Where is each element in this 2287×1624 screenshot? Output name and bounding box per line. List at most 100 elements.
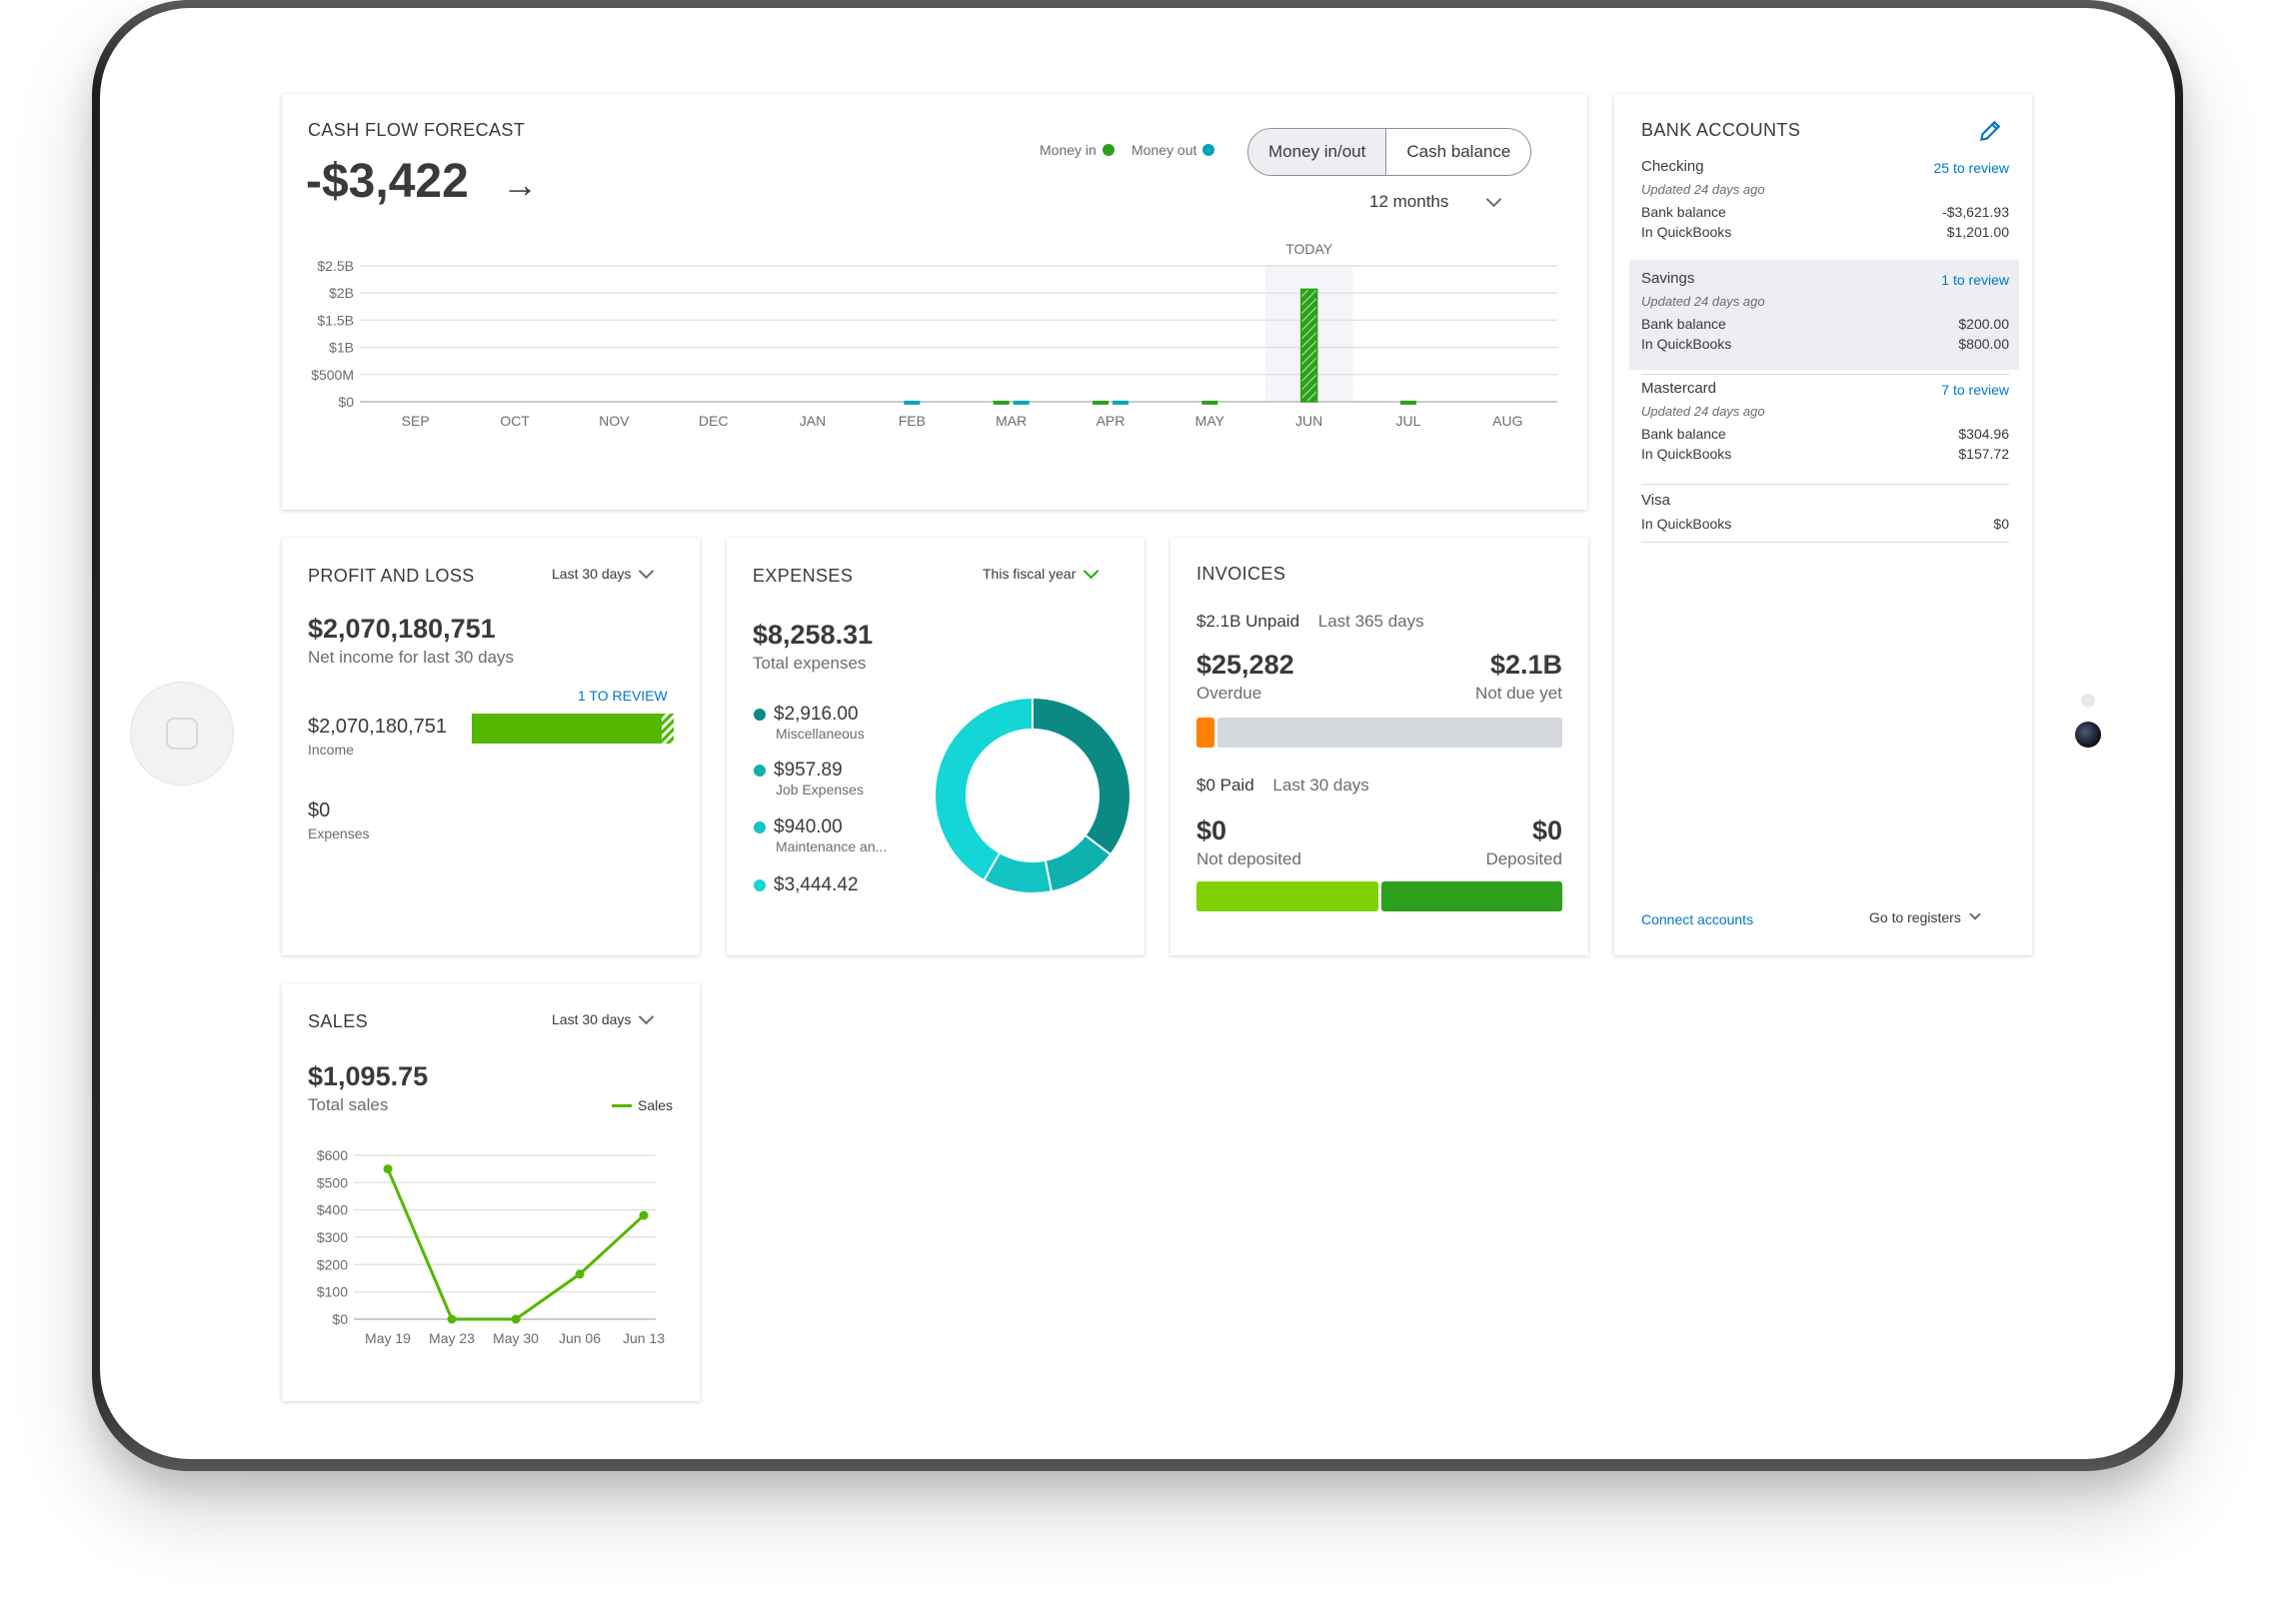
- sales-point[interactable]: [511, 1314, 521, 1324]
- expense-amount-text: $957.89: [774, 760, 843, 781]
- bank-account-savings[interactable]: Savings 1 to review Updated 24 days ago Ban…: [1641, 270, 2009, 370]
- donut-slice[interactable]: [1032, 696, 1132, 856]
- paid-summary: $0 Paid Last 30 days: [1196, 776, 1369, 796]
- expenses-range-dropdown[interactable]: This fiscal year: [983, 563, 1100, 582]
- sales-line-chart: $0 $100 $200 $300 $400 $500 $600 May 19 May 23 Ma…: [317, 1147, 665, 1346]
- bank-balance-value: -$3,621.93: [1942, 204, 2009, 220]
- sales-point[interactable]: [447, 1314, 457, 1324]
- invoices-card: INVOICES $2.1B Unpaid Last 365 days $25,…: [1170, 538, 1588, 955]
- income-bar[interactable]: [472, 714, 662, 744]
- bank-accounts-title: BANK ACCOUNTS: [1641, 120, 1801, 140]
- legend-money-in-label: Money in: [1040, 142, 1097, 158]
- bank-account-visa[interactable]: Visa In QuickBooks $0: [1641, 492, 2009, 592]
- unpaid-bar[interactable]: [1196, 718, 1562, 748]
- bank-accounts-card: [1614, 94, 2032, 955]
- bank-row-divider: [1641, 374, 2009, 375]
- pnl-range-label: Last 30 days: [552, 566, 632, 582]
- net-income-label: Net income for last 30 days: [308, 648, 514, 667]
- money-in-bar[interactable]: [1299, 288, 1318, 403]
- not-due-bar-segment[interactable]: [1217, 718, 1562, 748]
- quickbooks-value: $0: [1993, 516, 2009, 532]
- money-in-bar[interactable]: [1093, 400, 1109, 405]
- overdue-label: Overdue: [1196, 684, 1262, 703]
- review-link[interactable]: 1 TO REVIEW: [578, 688, 668, 704]
- sales-point[interactable]: [575, 1269, 585, 1279]
- expense-legend-item[interactable]: $3,444.42: [754, 874, 859, 896]
- cash-flow-amount[interactable]: -$3,422: [306, 155, 469, 208]
- chevron-down-icon: [1969, 908, 1981, 920]
- money-in-out-tab[interactable]: Money in/out: [1248, 129, 1387, 175]
- go-to-registers-label: Go to registers: [1869, 909, 1961, 925]
- x-tick-label: FEB: [899, 413, 926, 429]
- expense-dot-icon: [754, 821, 766, 833]
- review-link[interactable]: 25 to review: [1933, 160, 2009, 176]
- y-tick-label: $200: [317, 1256, 348, 1272]
- sales-line: [386, 1168, 646, 1321]
- money-out-bar[interactable]: [904, 400, 921, 405]
- quickbooks-label: In QuickBooks: [1641, 446, 1732, 462]
- bank-account-mastercard[interactable]: Mastercard 7 to review Updated 24 days ago…: [1641, 380, 2009, 480]
- y-tick-label: $2B: [329, 285, 354, 301]
- sales-range-dropdown[interactable]: Last 30 days: [552, 1008, 655, 1027]
- account-name: Mastercard: [1641, 380, 1717, 397]
- y-tick-label: $1B: [329, 340, 354, 356]
- expense-legend-item[interactable]: $2,916.00 Miscellaneous: [754, 704, 865, 742]
- pencil-edit-icon[interactable]: [1977, 118, 2003, 149]
- y-tick-label: $500: [317, 1174, 348, 1190]
- bank-account-checking[interactable]: Checking 25 to review Updated 24 days ago B…: [1641, 158, 2009, 258]
- sales-total-label: Total sales: [308, 1095, 389, 1114]
- paid-range: Last 30 days: [1272, 776, 1369, 795]
- expenses-range-label: This fiscal year: [983, 566, 1077, 582]
- paid-bar[interactable]: [1196, 881, 1562, 911]
- deposited-bar-segment[interactable]: [1380, 881, 1562, 911]
- x-tick-label: MAY: [1195, 413, 1225, 429]
- x-tick-label: May 30: [493, 1330, 539, 1346]
- money-out-bar[interactable]: [1113, 400, 1129, 405]
- bank-row-divider: [1641, 542, 2009, 543]
- x-tick-label: JAN: [800, 413, 826, 429]
- legend-money-in: Money in: [1040, 142, 1115, 158]
- y-tick-label: $500M: [311, 367, 354, 383]
- expense-amount-text: $2,916.00: [774, 704, 859, 725]
- x-tick-label: OCT: [500, 413, 530, 429]
- bank-row-divider: [1641, 484, 2009, 485]
- sales-range-label: Last 30 days: [552, 1011, 632, 1027]
- expense-legend-item[interactable]: $940.00 Maintenance an...: [754, 816, 887, 854]
- bank-balance-value: $304.96: [1958, 426, 2009, 442]
- not-deposited-bar-segment[interactable]: [1196, 881, 1378, 911]
- review-link[interactable]: 1 to review: [1941, 272, 2009, 288]
- cash-balance-tab[interactable]: Cash balance: [1406, 142, 1511, 161]
- expenses-title: EXPENSES: [753, 566, 854, 586]
- x-tick-label: APR: [1097, 413, 1126, 429]
- expenses-donut-chart[interactable]: [923, 686, 1143, 905]
- not-due-value: $2.1B: [1489, 650, 1562, 680]
- expenses-label: Expenses: [308, 825, 370, 841]
- home-button[interactable]: [130, 682, 234, 786]
- period-dropdown[interactable]: 12 months: [1369, 191, 1502, 212]
- cash-flow-title: CASH FLOW FORECAST: [308, 120, 526, 140]
- sales-title: SALES: [308, 1011, 369, 1031]
- expenses-card: EXPENSES This fiscal year $8,258.31 Tota…: [727, 538, 1144, 955]
- expense-legend-item[interactable]: $957.89 Job Expenses: [754, 760, 864, 798]
- money-in-bar[interactable]: [1400, 400, 1416, 405]
- sales-point[interactable]: [383, 1164, 393, 1174]
- sales-point[interactable]: [639, 1210, 649, 1220]
- overdue-bar-segment[interactable]: [1196, 718, 1214, 748]
- pnl-range-dropdown[interactable]: Last 30 days: [552, 563, 655, 582]
- not-due-label: Not due yet: [1475, 684, 1562, 703]
- connect-accounts-link[interactable]: Connect accounts: [1641, 911, 1754, 927]
- profit-loss-title: PROFIT AND LOSS: [308, 566, 475, 586]
- donut-slice[interactable]: [934, 696, 1034, 882]
- money-out-bar[interactable]: [1013, 400, 1030, 405]
- review-link[interactable]: 7 to review: [1941, 382, 2009, 398]
- arrow-right-icon[interactable]: →: [502, 164, 538, 205]
- money-out-dot-icon: [1202, 144, 1215, 156]
- sales-legend: Sales: [612, 1097, 673, 1113]
- expense-amount: $940.00: [754, 816, 887, 838]
- money-in-bar[interactable]: [993, 400, 1010, 405]
- camera-icon: [2075, 722, 2101, 748]
- go-to-registers-dropdown[interactable]: Go to registers: [1869, 908, 1981, 925]
- x-tick-label: DEC: [699, 413, 729, 429]
- money-in-bar[interactable]: [1201, 400, 1218, 405]
- account-name: Checking: [1641, 158, 1704, 175]
